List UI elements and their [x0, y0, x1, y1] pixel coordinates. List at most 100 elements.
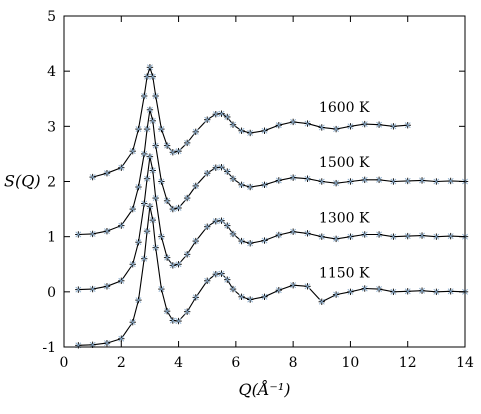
y-tick-label: 0 [47, 285, 56, 301]
data-point [135, 296, 142, 304]
data-point [246, 129, 254, 137]
data-point [183, 139, 191, 147]
data-point [141, 150, 148, 158]
data-point [275, 177, 283, 184]
data-point [158, 125, 165, 133]
data-point [169, 149, 177, 156]
data-point [404, 232, 411, 240]
y-tick-label: 2 [47, 175, 56, 191]
data-point [447, 288, 454, 295]
data-point [332, 235, 340, 243]
data-point [361, 231, 368, 238]
data-point [204, 277, 211, 284]
data-point [149, 167, 156, 174]
y-tick-label: 5 [47, 9, 56, 25]
data-point [375, 176, 383, 184]
x-tick-label: 8 [289, 355, 298, 371]
data-point [163, 142, 171, 149]
series-layer [75, 64, 469, 349]
x-tick-label: 12 [399, 355, 417, 371]
data-point [169, 317, 177, 324]
data-point [361, 176, 368, 184]
data-point [304, 283, 311, 290]
data-point [183, 194, 191, 202]
data-point [224, 113, 231, 121]
data-point [238, 181, 245, 189]
series-line [78, 156, 466, 291]
data-point [218, 270, 225, 277]
data-point [390, 288, 397, 296]
x-tick-label: 14 [456, 355, 474, 371]
data-point [224, 276, 231, 283]
series-line [78, 206, 466, 346]
data-point [129, 261, 136, 268]
data-point [118, 277, 125, 284]
data-point [163, 307, 171, 315]
y-tick-label: -1 [42, 340, 56, 356]
data-point [141, 92, 148, 100]
data-point [158, 233, 165, 240]
x-tick-label: 10 [342, 355, 360, 371]
data-point [218, 217, 225, 224]
data-point [146, 203, 154, 210]
data-point [143, 125, 151, 133]
data-point [218, 163, 225, 171]
data-point [129, 318, 136, 326]
data-point [183, 308, 191, 315]
x-tick-label: 2 [117, 355, 126, 371]
data-point [347, 233, 354, 240]
data-point [141, 200, 148, 207]
x-tick-label: 6 [231, 355, 240, 371]
data-point [103, 339, 111, 347]
data-point [332, 125, 340, 133]
y-tick-label: 1 [47, 230, 56, 246]
data-point [146, 106, 154, 113]
data-point [129, 205, 136, 213]
data-point [103, 170, 111, 177]
data-point [135, 238, 142, 246]
data-point [318, 178, 325, 185]
series-label: 1500 K [319, 155, 370, 171]
data-point [404, 122, 411, 129]
data-point [218, 110, 225, 117]
data-point [261, 181, 268, 189]
data-point [246, 296, 254, 303]
data-point [318, 233, 325, 240]
data-point [212, 270, 220, 278]
y-tick-label: 4 [47, 64, 56, 80]
data-point [390, 178, 397, 185]
data-point [75, 286, 82, 293]
data-point [289, 174, 297, 181]
data-point [75, 342, 82, 349]
data-point [261, 293, 268, 300]
data-point [418, 287, 426, 294]
data-point [212, 164, 220, 171]
data-point [212, 218, 220, 225]
data-point [204, 223, 211, 230]
data-point [224, 168, 231, 175]
data-point [146, 153, 154, 160]
data-point [361, 285, 368, 292]
data-point [103, 227, 111, 235]
data-point [175, 204, 182, 212]
data-point [347, 178, 354, 185]
data-point [158, 285, 165, 293]
data-point [192, 128, 199, 136]
series-3 [75, 203, 469, 349]
data-point [149, 117, 156, 125]
data-point [433, 178, 440, 185]
data-point [238, 127, 245, 134]
data-point [169, 205, 177, 213]
data-point [204, 116, 211, 123]
data-point [304, 120, 311, 127]
data-point [318, 124, 325, 131]
data-point [89, 173, 96, 181]
data-point [390, 233, 397, 240]
data-point [143, 175, 151, 182]
data-point [152, 142, 159, 149]
data-point [347, 288, 354, 296]
data-point [143, 73, 151, 80]
data-point [289, 228, 297, 235]
data-point [318, 298, 325, 305]
